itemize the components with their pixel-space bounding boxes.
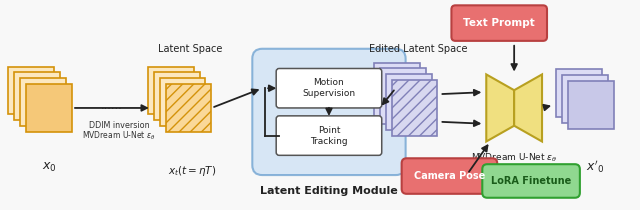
Text: $x'_t(\eta T)$: $x'_t(\eta T)$	[401, 164, 436, 178]
Text: Point
Tracking: Point Tracking	[310, 126, 348, 146]
Text: Camera Pose: Camera Pose	[414, 171, 485, 181]
FancyBboxPatch shape	[166, 84, 211, 132]
Text: Latent Editing Module: Latent Editing Module	[260, 186, 398, 196]
Text: LoRA Finetune: LoRA Finetune	[491, 176, 572, 186]
FancyBboxPatch shape	[451, 5, 547, 41]
Text: MVDream U-Net $\varepsilon_\theta$: MVDream U-Net $\varepsilon_\theta$	[82, 129, 156, 142]
Polygon shape	[486, 74, 514, 142]
Text: MVDream U-Net $\varepsilon_\theta$: MVDream U-Net $\varepsilon_\theta$	[471, 151, 557, 164]
FancyBboxPatch shape	[8, 67, 54, 114]
Text: Text Prompt: Text Prompt	[463, 18, 535, 28]
FancyBboxPatch shape	[380, 68, 426, 124]
FancyBboxPatch shape	[20, 78, 66, 126]
Text: $x'_0$: $x'_0$	[586, 159, 604, 176]
FancyBboxPatch shape	[160, 78, 205, 126]
FancyBboxPatch shape	[276, 68, 381, 108]
FancyBboxPatch shape	[483, 164, 580, 198]
FancyBboxPatch shape	[276, 116, 381, 155]
Polygon shape	[514, 74, 542, 142]
Text: Latent Space: Latent Space	[158, 44, 223, 54]
FancyBboxPatch shape	[26, 84, 72, 132]
FancyBboxPatch shape	[568, 81, 614, 129]
FancyBboxPatch shape	[374, 63, 420, 118]
FancyBboxPatch shape	[402, 158, 497, 194]
Text: DDIM inversion: DDIM inversion	[88, 121, 149, 130]
FancyBboxPatch shape	[154, 72, 200, 120]
Text: Motion
Supervision: Motion Supervision	[302, 78, 356, 98]
FancyBboxPatch shape	[148, 67, 193, 114]
FancyBboxPatch shape	[562, 75, 608, 123]
Text: $x_0$: $x_0$	[42, 161, 56, 174]
FancyBboxPatch shape	[386, 74, 431, 130]
Text: $x_t(t=\eta T)$: $x_t(t=\eta T)$	[168, 164, 217, 178]
FancyBboxPatch shape	[14, 72, 60, 120]
FancyBboxPatch shape	[392, 80, 438, 136]
FancyBboxPatch shape	[252, 49, 406, 175]
Text: Edited Latent Space: Edited Latent Space	[369, 44, 468, 54]
Text: ......: ......	[101, 101, 123, 111]
FancyBboxPatch shape	[556, 70, 602, 117]
